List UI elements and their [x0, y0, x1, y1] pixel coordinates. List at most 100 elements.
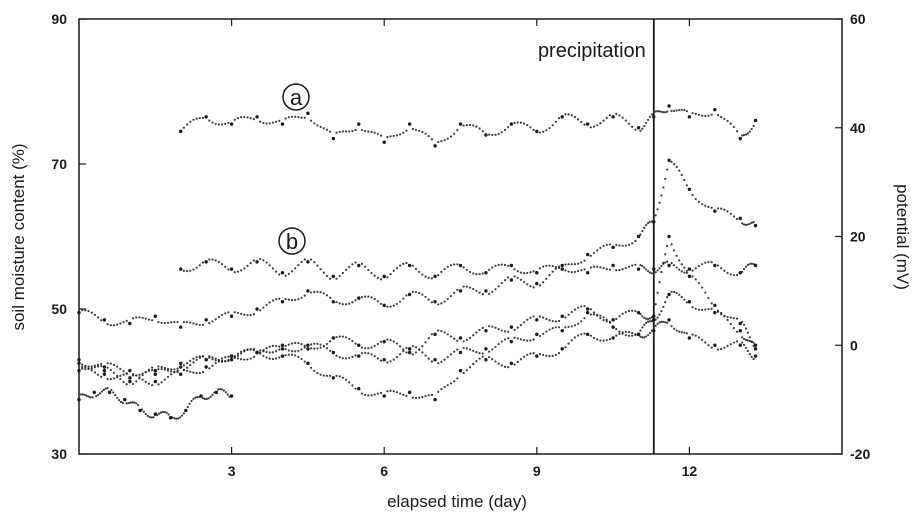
trace-dot [294, 341, 297, 345]
trace-dot [678, 293, 681, 296]
trace-dot [129, 401, 132, 404]
trace-dot [497, 328, 500, 331]
trace-dot [554, 265, 557, 269]
trace-dot [437, 274, 440, 277]
trace-dot [542, 130, 545, 133]
data-point [204, 115, 208, 119]
data-point [713, 263, 717, 268]
trace-dot [294, 350, 297, 353]
trace-dot [618, 330, 621, 333]
data-point [229, 354, 234, 358]
trace-dot [639, 263, 642, 267]
trace-dot [567, 313, 570, 316]
trace-dot [643, 316, 646, 319]
trace-dot [685, 110, 688, 113]
trace-dot [580, 261, 583, 264]
data-point [179, 365, 183, 369]
data-point [713, 343, 717, 347]
trace-dot [131, 317, 135, 320]
data-point [407, 263, 412, 268]
data-point [753, 354, 758, 358]
data-point [306, 343, 310, 347]
series-a-circle [282, 83, 310, 111]
trace-dot [741, 134, 744, 137]
trace-dot [411, 344, 414, 348]
trace-dot [427, 394, 430, 397]
trace-dot [670, 290, 673, 293]
y-right-tick-label: -20 [850, 446, 870, 462]
data-point [458, 263, 463, 268]
trace-dot [654, 303, 657, 306]
trace-dot [100, 390, 103, 393]
trace-dot [133, 401, 136, 404]
trace-dot [93, 364, 96, 367]
trace-dot [341, 303, 344, 306]
trace-dot [494, 326, 497, 329]
data-point [687, 336, 692, 340]
data-point [168, 416, 173, 420]
trace-dot [319, 268, 322, 271]
trace-dot [472, 124, 475, 127]
trace-dot [246, 314, 249, 317]
trace-dot [602, 244, 605, 248]
trace-dot [526, 318, 529, 321]
trace-dot [195, 323, 198, 326]
trace-dot [201, 116, 205, 120]
trace-dot [112, 377, 116, 380]
trace-dot [735, 218, 739, 221]
data-point [153, 372, 157, 376]
trace-dot [744, 346, 748, 349]
trace-dot [370, 130, 373, 134]
trace-dot [643, 323, 646, 326]
data-point [331, 136, 336, 141]
trace-dot [522, 339, 526, 342]
trace-dot [666, 296, 669, 299]
trace-dot [494, 345, 497, 348]
trace-dot [729, 322, 732, 326]
trace-dot [166, 375, 170, 379]
trace-dot [150, 416, 153, 419]
trace-dot [348, 337, 351, 340]
trace-dot [151, 319, 154, 322]
trace-dot [220, 263, 224, 266]
trace-dot [701, 203, 704, 206]
trace-dot [645, 317, 648, 320]
trace-dot [602, 119, 605, 122]
data-point [382, 358, 386, 362]
trace-dot [220, 357, 224, 360]
trace-dot [411, 353, 414, 356]
trace-dot [538, 284, 542, 287]
trace-dot [240, 350, 243, 353]
trace-dot [548, 264, 551, 267]
trace-dot [421, 351, 424, 354]
data-point [535, 332, 539, 337]
trace-dot [621, 116, 624, 119]
trace-dot [685, 332, 688, 335]
trace-dot [122, 380, 125, 384]
trace-dot [226, 393, 229, 396]
trace-dot [548, 126, 551, 130]
trace-dot [395, 391, 399, 394]
trace-dot [268, 301, 271, 304]
trace-dot [554, 326, 557, 329]
trace-dot [542, 281, 545, 284]
trace-dot [475, 351, 478, 354]
trace-dot [596, 338, 599, 341]
trace-dot [618, 315, 621, 318]
trace-dot [503, 128, 507, 132]
data-point [102, 368, 107, 373]
data-point [407, 347, 412, 351]
data-point [280, 343, 285, 347]
data-point [509, 278, 514, 282]
trace-dot [173, 371, 176, 374]
trace-dot [726, 271, 729, 275]
trace-dot [144, 317, 147, 320]
trace-dot [395, 342, 399, 345]
trace-dot [551, 354, 554, 357]
data-point [179, 129, 183, 134]
data-point [229, 267, 234, 271]
trace-dot [645, 223, 648, 227]
trace-dot [478, 272, 481, 276]
data-point [458, 289, 463, 293]
trace-dot [662, 186, 665, 189]
